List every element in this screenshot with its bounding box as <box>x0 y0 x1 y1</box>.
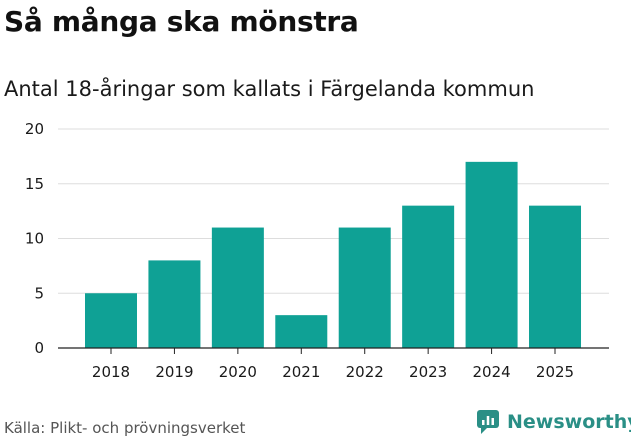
bar-2020 <box>211 227 264 348</box>
chart-title: Så många ska mönstra <box>4 5 359 38</box>
x-axis-ticks: 2018 2019 2020 2021 2022 2023 2024 2025 <box>58 347 609 381</box>
bar-chart: 0 5 10 15 20 2018 2019 2020 2021 2022 2023 2024 202… <box>25 120 609 381</box>
bar-2018 <box>85 293 137 348</box>
x-tick-label: 2021 <box>282 363 320 381</box>
x-tick-label: 2018 <box>92 363 130 381</box>
y-axis-ticks: 0 5 10 15 20 <box>25 120 44 357</box>
gridlines <box>58 128 609 294</box>
bar-2025 <box>529 205 582 348</box>
x-tick-label: 2019 <box>155 363 193 381</box>
chart-subtitle: Antal 18-åringar som kallats i Färgeland… <box>4 77 535 101</box>
y-tick-label: 15 <box>25 175 44 193</box>
x-tick-label: 2023 <box>409 363 447 381</box>
bars <box>85 161 582 348</box>
bar-2024 <box>465 161 518 348</box>
x-tick-label: 2020 <box>219 363 257 381</box>
source-note: Källa: Plikt- och prövningsverket <box>4 419 246 437</box>
x-tick-label: 2025 <box>536 363 574 381</box>
y-tick-label: 0 <box>34 339 44 357</box>
newsworthy-logo-icon <box>477 410 499 434</box>
brand-logo: Newsworthy <box>476 407 631 437</box>
bar-2019 <box>148 260 201 348</box>
x-tick-label: 2022 <box>346 363 384 381</box>
bar-2021 <box>275 315 328 348</box>
y-tick-label: 20 <box>25 120 44 138</box>
brand-name: Newsworthy <box>507 411 631 433</box>
x-tick-label: 2024 <box>472 363 510 381</box>
y-tick-label: 5 <box>34 284 44 302</box>
bar-2023 <box>402 205 455 348</box>
y-tick-label: 10 <box>25 230 44 248</box>
bar-2022 <box>338 227 391 348</box>
